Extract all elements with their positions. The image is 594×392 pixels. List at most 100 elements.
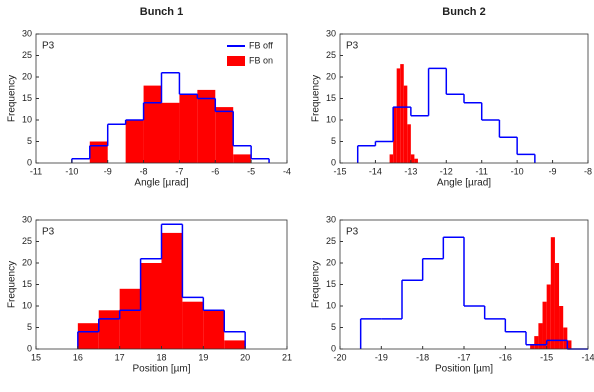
histogram-bar (161, 232, 183, 349)
y-tick-label: 15 (22, 93, 32, 103)
x-tick-label: -15 (540, 352, 553, 362)
panel-annotation: P3 (346, 227, 359, 238)
histogram-bar (161, 102, 180, 163)
histogram-bar (233, 154, 252, 163)
x-tick-label: -15 (333, 166, 346, 176)
histogram-bar (143, 85, 162, 163)
histogram-bar (119, 288, 141, 349)
y-tick-label: 25 (326, 236, 336, 246)
histogram-bar (410, 154, 415, 163)
x-tick-label: -14 (581, 352, 594, 362)
histogram-bar (215, 107, 234, 163)
histogram-bar (203, 310, 225, 349)
panel-title: Bunch 1 (140, 6, 183, 18)
histogram-bar (396, 68, 401, 163)
y-tick-label: 25 (22, 50, 32, 60)
y-tick-label: 10 (22, 300, 32, 310)
y-tick-label: 10 (326, 300, 336, 310)
x-axis-label: Angle [µrad] (134, 178, 188, 189)
histogram-bar (550, 237, 555, 349)
histogram-bar (534, 336, 539, 349)
histogram-bar (559, 306, 564, 349)
y-tick-label: 5 (331, 322, 336, 332)
y-tick-label: 5 (331, 136, 336, 146)
x-tick-label: -4 (283, 166, 291, 176)
x-tick-label: 15 (31, 352, 41, 362)
x-tick-label: -18 (416, 352, 429, 362)
histogram-bar (224, 340, 246, 349)
y-tick-label: 30 (22, 214, 32, 224)
x-tick-label: -16 (499, 352, 512, 362)
y-tick-label: 5 (27, 322, 32, 332)
x-tick-label: -20 (333, 352, 346, 362)
x-tick-label: -5 (247, 166, 255, 176)
y-tick-label: 20 (326, 71, 336, 81)
histogram-bar (140, 263, 162, 349)
x-tick-label: -10 (65, 166, 78, 176)
histogram-bar (393, 107, 397, 163)
histogram-bar (98, 310, 120, 349)
legend-box (222, 37, 284, 73)
y-axis-label: Frequency (311, 261, 322, 308)
y-tick-label: 5 (27, 136, 32, 146)
x-tick-label: 19 (198, 352, 208, 362)
x-tick-label: -19 (375, 352, 388, 362)
x-tick-label: -10 (511, 166, 524, 176)
y-tick-label: 0 (27, 157, 32, 167)
histogram-bar (182, 301, 204, 349)
y-tick-label: 0 (27, 343, 32, 353)
histogram-bar (546, 284, 551, 349)
y-tick-label: 0 (331, 157, 336, 167)
histogram-bar (530, 344, 535, 349)
histogram-bar (89, 141, 108, 163)
y-tick-label: 25 (22, 236, 32, 246)
histogram-bar (125, 120, 144, 163)
x-tick-label: -13 (404, 166, 417, 176)
x-tick-label: -11 (476, 166, 488, 176)
histogram-bar (179, 94, 198, 163)
histogram-bar (414, 158, 418, 163)
histogram-bar (407, 124, 411, 163)
histogram-bar (554, 263, 560, 349)
y-tick-label: 10 (326, 114, 336, 124)
y-tick-label: 10 (22, 114, 32, 124)
x-tick-label: -9 (104, 166, 112, 176)
x-axis-label: Position [µm] (435, 364, 493, 375)
legend-label: FB off (249, 40, 273, 50)
histogram-bar (389, 154, 394, 163)
y-tick-label: 20 (326, 257, 336, 267)
panel-annotation: P3 (42, 41, 55, 52)
y-axis-label: Frequency (311, 75, 322, 122)
y-axis-label: Frequency (7, 261, 18, 308)
histogram-bar (563, 327, 568, 349)
legend-swatch (227, 56, 245, 66)
y-tick-label: 15 (326, 279, 336, 289)
y-axis-label: Frequency (7, 75, 18, 122)
histogram-bar (197, 89, 216, 163)
histogram-bar (542, 301, 547, 349)
x-tick-label: 18 (156, 352, 166, 362)
panel-annotation: P3 (346, 41, 359, 52)
histogram-bar (403, 85, 408, 163)
y-tick-label: 15 (22, 279, 32, 289)
histogram-bar (400, 64, 404, 163)
y-tick-label: 30 (22, 28, 32, 38)
x-tick-label: -12 (440, 166, 453, 176)
histogram-bar (538, 323, 543, 349)
panel-title: Bunch 2 (442, 6, 485, 18)
histogram-bar (567, 340, 572, 349)
x-tick-label: 21 (282, 352, 292, 362)
histogram-bar (77, 323, 99, 349)
x-tick-label: -7 (175, 166, 183, 176)
y-tick-label: 20 (22, 71, 32, 81)
y-tick-label: 30 (326, 214, 336, 224)
y-tick-label: 20 (22, 257, 32, 267)
x-tick-label: -9 (549, 166, 557, 176)
x-tick-label: -11 (30, 166, 42, 176)
x-tick-label: -8 (584, 166, 592, 176)
legend-label: FB on (249, 55, 273, 65)
x-tick-label: 17 (115, 352, 125, 362)
panel-annotation: P3 (42, 227, 55, 238)
y-tick-label: 25 (326, 50, 336, 60)
